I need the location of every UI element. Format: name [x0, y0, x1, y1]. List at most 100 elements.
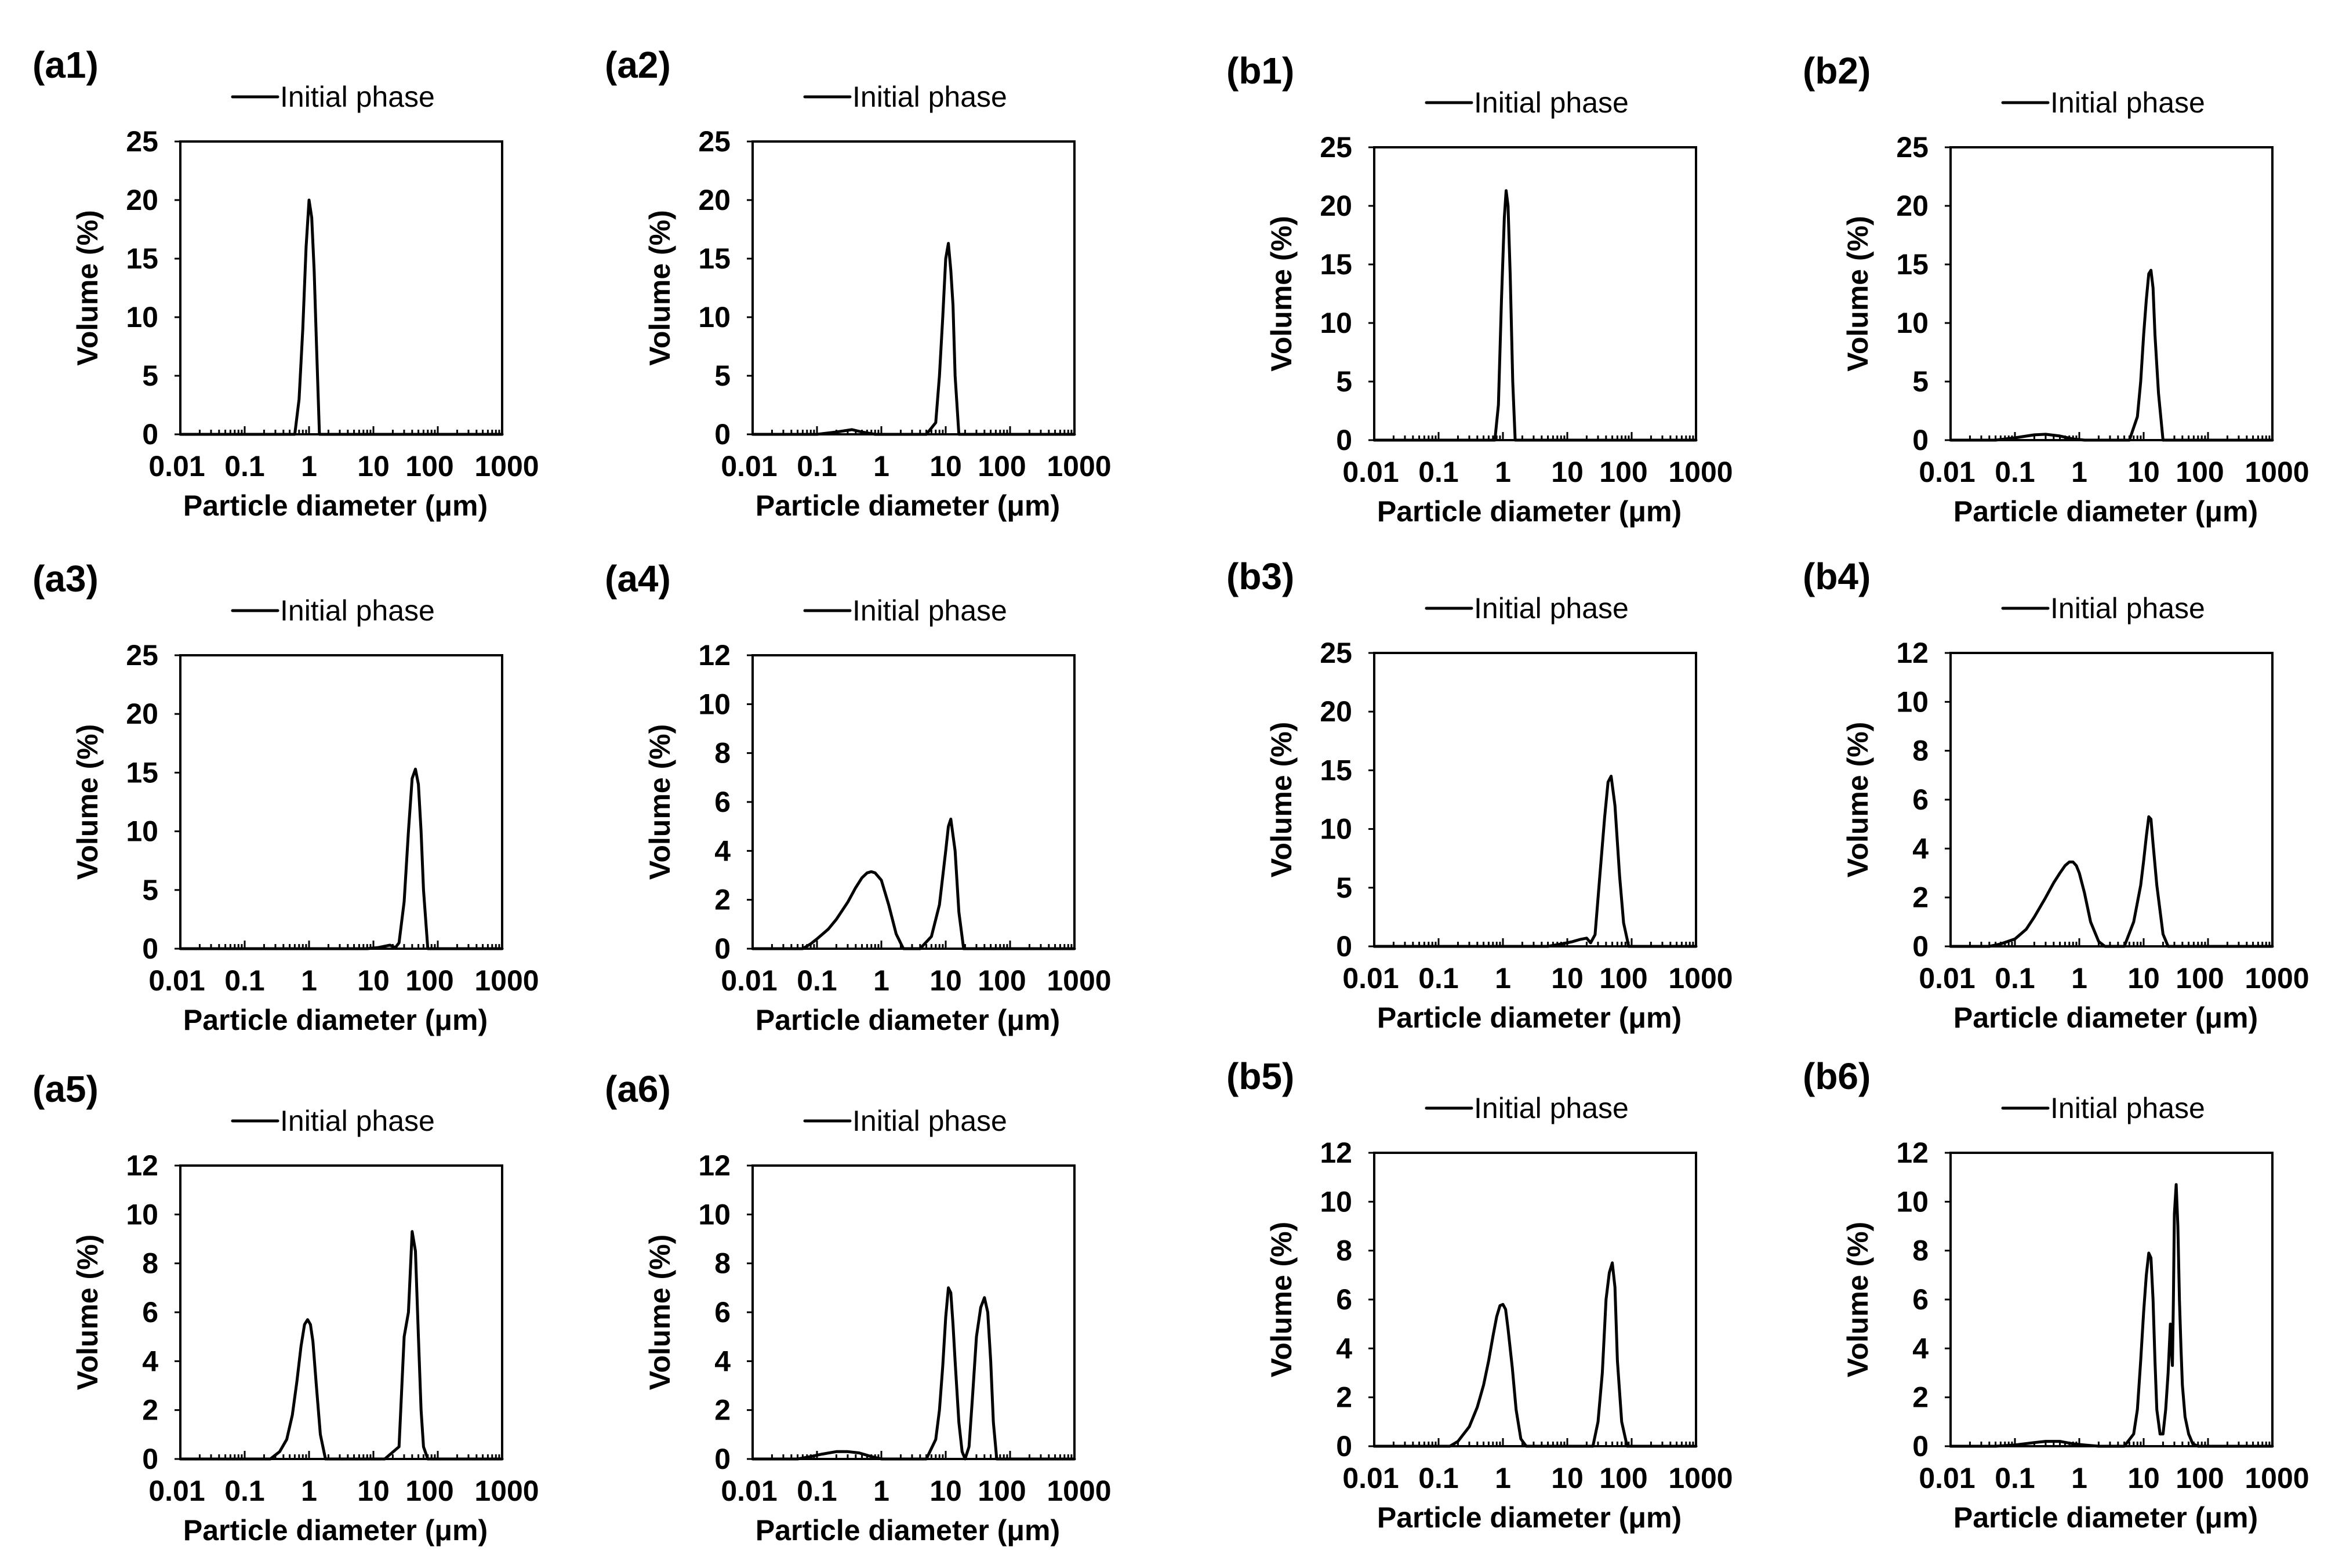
y-axis-title: Volume (%)	[71, 210, 104, 366]
y-tick-label: 0	[714, 418, 731, 451]
y-tick-label: 8	[1336, 1235, 1352, 1267]
x-axis-title: Particle diameter (μm)	[1377, 1501, 1682, 1534]
legend-label: Initial phase	[1474, 1092, 1629, 1124]
y-axis-title: Volume (%)	[1265, 1222, 1298, 1378]
y-tick-label: 15	[1320, 248, 1352, 281]
x-tick-label: 1	[873, 450, 889, 482]
y-tick-label: 10	[1896, 307, 1929, 339]
x-tick-label: 0.1	[1995, 962, 2035, 994]
y-tick-label: 0	[1912, 424, 1929, 456]
x-tick-label: 0.1	[1418, 962, 1459, 994]
y-tick-label: 6	[714, 1296, 731, 1329]
legend-label: Initial phase	[852, 81, 1007, 113]
y-axis-title: Volume (%)	[644, 1235, 676, 1391]
y-tick-label: 0	[1912, 930, 1929, 963]
series-line-b2	[1949, 268, 2274, 442]
x-tick-label: 10	[1551, 962, 1584, 994]
x-tick-label: 0.1	[1418, 456, 1459, 488]
y-axis-title: Volume (%)	[644, 724, 676, 880]
x-tick-label: 0.01	[1342, 1462, 1399, 1494]
y-tick-label: 5	[142, 360, 158, 392]
series-line-b5	[1372, 1261, 1698, 1448]
panel-label: (a5)	[32, 1068, 99, 1110]
x-tick-label: 10	[357, 1475, 390, 1507]
x-tick-label: 10	[929, 964, 962, 997]
y-tick-label: 20	[698, 184, 731, 216]
panel-label: (b3)	[1226, 556, 1294, 597]
y-tick-label: 2	[1912, 1381, 1929, 1414]
panel-b4: (b4) Initial phase 0 2 4 6 8 10 12 0.01 0.1 1 10 100 1…	[1803, 556, 2309, 1034]
x-tick-label: 0.01	[1919, 456, 1975, 488]
y-tick-label: 8	[142, 1247, 158, 1280]
y-tick-label: 4	[714, 1345, 731, 1377]
y-axis-title: Volume (%)	[1842, 1222, 1874, 1378]
legend-label: Initial phase	[852, 594, 1007, 627]
series-line-b6	[1949, 1183, 2274, 1448]
y-tick-label: 25	[1320, 131, 1352, 164]
x-axis-title: Particle diameter (μm)	[1953, 1501, 2258, 1534]
y-tick-label: 4	[714, 834, 731, 867]
y-axis-title: Volume (%)	[1265, 216, 1298, 372]
panel-label: (b1)	[1226, 50, 1294, 92]
legend-label: Initial phase	[852, 1105, 1007, 1137]
x-tick-label: 100	[978, 964, 1026, 997]
x-tick-label: 1000	[1047, 450, 1111, 482]
panel-label: (a1)	[32, 44, 99, 86]
legend-label: Initial phase	[1474, 592, 1629, 625]
y-tick-label: 6	[142, 1296, 158, 1329]
plot-frame	[1373, 652, 1697, 948]
x-tick-label: 10	[929, 450, 962, 482]
y-tick-label: 12	[1896, 1137, 1929, 1169]
x-axis-title: Particle diameter (μm)	[1377, 495, 1682, 528]
panel-label: (b5)	[1226, 1055, 1294, 1097]
x-tick-label: 10	[2127, 456, 2160, 488]
panel-label: (a4)	[605, 558, 671, 600]
x-tick-label: 0.1	[1418, 1462, 1459, 1494]
plot-frame	[1373, 146, 1697, 441]
x-tick-label: 0.1	[224, 450, 265, 482]
x-tick-label: 1	[2071, 1462, 2087, 1494]
x-tick-label: 1000	[2245, 456, 2309, 488]
series-line-b4	[1949, 815, 2274, 948]
y-tick-label: 12	[1320, 1137, 1352, 1169]
y-tick-label: 0	[714, 932, 731, 965]
x-tick-label: 100	[2176, 962, 2224, 994]
y-tick-label: 0	[1336, 424, 1352, 456]
y-tick-label: 10	[698, 301, 731, 333]
x-tick-label: 1	[301, 964, 317, 997]
plot-frame	[1949, 652, 2274, 948]
x-tick-label: 100	[405, 964, 453, 997]
x-tick-label: 0.1	[797, 1475, 837, 1507]
panel-b3: (b3) Initial phase 0 5 10 15 20 25 0.01 0.1 1 10 100…	[1226, 556, 1733, 1034]
y-tick-label: 2	[714, 1394, 731, 1427]
plot-frame	[179, 654, 503, 950]
panel-b2: (b2) Initial phase 0 5 10 15 20 25 0.01 0.1 1 10 100…	[1803, 50, 2309, 528]
y-tick-label: 2	[714, 884, 731, 916]
y-tick-label: 0	[1336, 930, 1352, 963]
legend-label: Initial phase	[2050, 592, 2205, 625]
x-tick-label: 10	[2127, 962, 2160, 994]
y-tick-label: 6	[1912, 1283, 1929, 1316]
panel-a1: (a1) Initial phase 0 5 10 15 20 25 0.01 0.1 1 10 100…	[32, 44, 539, 522]
y-tick-label: 12	[1896, 637, 1929, 669]
legend-label: Initial phase	[280, 1105, 435, 1137]
y-tick-label: 10	[1320, 813, 1352, 845]
y-tick-label: 8	[714, 737, 731, 770]
x-axis-title: Particle diameter (μm)	[756, 1514, 1060, 1547]
y-tick-label: 10	[698, 688, 731, 720]
x-tick-label: 1	[301, 450, 317, 482]
plot-frame	[751, 1164, 1076, 1460]
y-tick-label: 0	[1336, 1430, 1352, 1462]
x-tick-label: 1000	[1047, 964, 1111, 997]
y-tick-label: 5	[142, 874, 158, 906]
panel-label: (b2)	[1803, 50, 1871, 92]
panel-label: (b6)	[1803, 1055, 1871, 1097]
y-tick-label: 12	[698, 1149, 731, 1182]
x-axis-title: Particle diameter (μm)	[1953, 1001, 2258, 1034]
y-tick-label: 25	[698, 125, 731, 158]
panel-label: (b4)	[1803, 556, 1871, 597]
y-tick-label: 6	[1336, 1283, 1352, 1316]
x-tick-label: 1	[1495, 962, 1511, 994]
y-tick-label: 25	[1896, 131, 1929, 164]
